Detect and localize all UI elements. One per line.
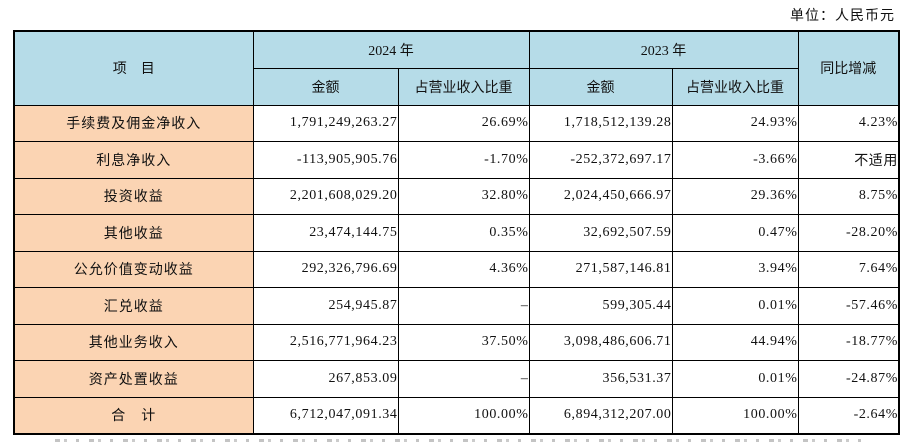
amount-2023: 32,692,507.59 [528, 214, 673, 252]
amount-2024: 6,712,047,091.34 [252, 396, 399, 434]
amount-2023: 1,718,512,139.28 [528, 104, 673, 142]
row-label: 其他业务收入 [13, 323, 254, 361]
table-row: 投资收益 2,201,608,029.20 32.80% 2,024,450,6… [13, 177, 900, 215]
yoy-value: -2.64% [797, 396, 900, 434]
amount-2024: 2,516,771,964.23 [252, 323, 399, 361]
row-label: 汇兑收益 [13, 287, 254, 325]
yoy-value: 8.75% [797, 177, 900, 215]
row-label: 手续费及佣金净收入 [13, 104, 254, 142]
column-header-item: 项 目 [13, 30, 254, 106]
table-row: 其他收益 23,474,144.75 0.35% 32,692,507.59 0… [13, 214, 900, 252]
amount-2024: 2,201,608,029.20 [252, 177, 399, 215]
column-header-2023: 2023 年 [528, 30, 799, 69]
amount-2024: 1,791,249,263.27 [252, 104, 399, 142]
pct-2024: 26.69% [397, 104, 530, 142]
row-label: 投资收益 [13, 177, 254, 215]
amount-2024: 292,326,796.69 [252, 250, 399, 288]
pct-2024: 37.50% [397, 323, 530, 361]
pct-2024: – [397, 360, 530, 398]
pct-2024: -1.70% [397, 141, 530, 179]
pct-2023: 3.94% [671, 250, 799, 288]
column-header-amount-2023: 金额 [528, 67, 673, 106]
currency-unit-label: 单位：人民币元 [790, 9, 895, 24]
amount-2023: -252,372,697.17 [528, 141, 673, 179]
table-row: 利息净收入 -113,905,905.76 -1.70% -252,372,69… [13, 141, 900, 179]
column-header-yoy: 同比增减 [797, 30, 900, 106]
pct-2024: – [397, 287, 530, 325]
amount-2023: 2,024,450,666.97 [528, 177, 673, 215]
pct-2023: 0.01% [671, 360, 799, 398]
yoy-value: -24.87% [797, 360, 900, 398]
yoy-value: 不适用 [797, 141, 900, 179]
yoy-value: -57.46% [797, 287, 900, 325]
yoy-value: 7.64% [797, 250, 900, 288]
row-label: 利息净收入 [13, 141, 254, 179]
amount-2024: 267,853.09 [252, 360, 399, 398]
column-header-2024: 2024 年 [252, 30, 530, 69]
header-row-subcolumns: 金额 占营业收入比重 金额 占营业收入比重 [14, 67, 899, 106]
pct-2024: 100.00% [397, 396, 530, 434]
amount-2023: 6,894,312,207.00 [528, 396, 673, 434]
row-label: 其他收益 [13, 214, 254, 252]
column-header-pct-2024: 占营业收入比重 [397, 67, 530, 106]
clipped-footnote-text-remnant [55, 439, 870, 442]
row-label: 公允价值变动收益 [13, 250, 254, 288]
table-row: 汇兑收益 254,945.87 – 599,305.44 0.01% -57.4… [13, 287, 900, 325]
column-header-pct-2023: 占营业收入比重 [671, 67, 799, 106]
row-label-total: 合 计 [13, 396, 254, 434]
row-label: 资产处置收益 [13, 360, 254, 398]
pct-2024: 4.36% [397, 250, 530, 288]
table-row-total: 合 计 6,712,047,091.34 100.00% 6,894,312,2… [13, 396, 900, 434]
table-row: 手续费及佣金净收入 1,791,249,263.27 26.69% 1,718,… [13, 104, 900, 142]
table-row: 其他业务收入 2,516,771,964.23 37.50% 3,098,486… [13, 323, 900, 361]
pct-2023: 29.36% [671, 177, 799, 215]
pct-2023: 100.00% [671, 396, 799, 434]
amount-2024: -113,905,905.76 [252, 141, 399, 179]
yoy-value: 4.23% [797, 104, 900, 142]
income-items-table: 项 目 2024 年 2023 年 同比增减 金额 占营业收入比重 金额 占营业… [13, 30, 900, 435]
pct-2023: -3.66% [671, 141, 799, 179]
amount-2023: 271,587,146.81 [528, 250, 673, 288]
header-row-years: 项 目 2024 年 2023 年 同比增减 [13, 30, 900, 106]
pct-2023: 44.94% [671, 323, 799, 361]
amount-2024: 254,945.87 [252, 287, 399, 325]
amount-2023: 599,305.44 [528, 287, 673, 325]
pct-2024: 32.80% [397, 177, 530, 215]
yoy-value: -18.77% [797, 323, 900, 361]
yoy-value: -28.20% [797, 214, 900, 252]
table-row: 公允价值变动收益 292,326,796.69 4.36% 271,587,14… [13, 250, 900, 288]
amount-2024: 23,474,144.75 [252, 214, 399, 252]
table-row: 资产处置收益 267,853.09 – 356,531.37 0.01% -24… [13, 360, 900, 398]
amount-2023: 356,531.37 [528, 360, 673, 398]
amount-2023: 3,098,486,606.71 [528, 323, 673, 361]
column-header-amount-2024: 金额 [252, 67, 399, 106]
pct-2023: 24.93% [671, 104, 799, 142]
pct-2023: 0.01% [671, 287, 799, 325]
pct-2024: 0.35% [397, 214, 530, 252]
pct-2023: 0.47% [671, 214, 799, 252]
